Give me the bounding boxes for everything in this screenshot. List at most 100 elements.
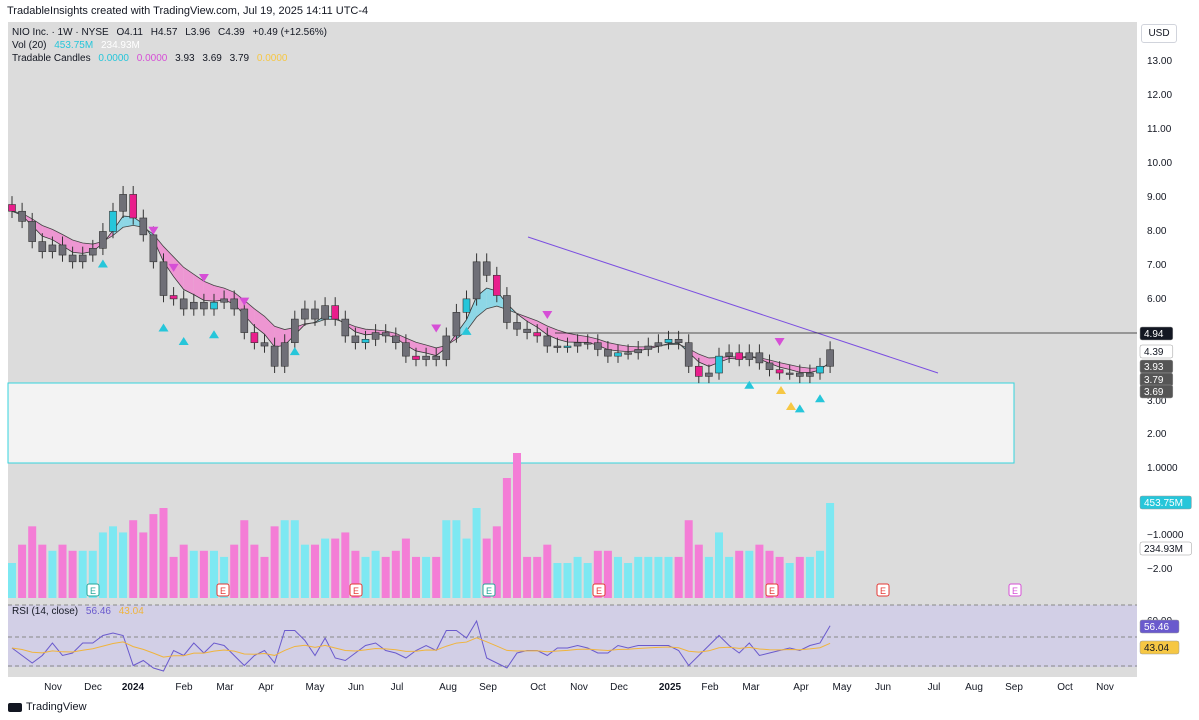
rsi-ma-line [11,637,831,658]
sell-signal-triangle [168,263,179,272]
candle-body [674,339,683,343]
legend-volume: Vol (20) 453.75M 234.93M [12,40,145,51]
price-tag [1139,326,1174,341]
volume-bar [230,544,239,598]
volume-bar [28,526,37,598]
candle-body [139,217,148,236]
yellow-signal-triangle [786,402,796,410]
x-tick-label: 2024 [122,682,145,693]
support-zone [7,382,1015,464]
volume-bar [260,556,269,598]
y-tick-label: 12.00 [1147,90,1172,101]
candle-body [765,362,774,370]
candle-body [664,339,673,343]
ma-cloud-segment [274,326,285,348]
candle-body [725,352,733,357]
volume-bar [614,556,622,598]
candle-body [563,345,572,348]
earnings-marker [876,583,890,597]
vol-label: Vol (20) [12,40,47,51]
x-tick-label: Mar [742,682,760,693]
ma-cloud-segment [567,333,578,343]
volume-bar [149,514,158,598]
ma-cloud-segment [618,344,629,352]
chart-canvas[interactable]: E E E E E E E E 13.00 12.00 11.00 10.00 9.00 8.00 7.0… [0,22,1199,720]
volume-bar [119,532,128,598]
candle-body [806,372,814,377]
volume-bar [816,550,824,598]
sell-signal-triangle [148,226,159,235]
volume-bar [250,544,259,598]
candle-body [543,335,552,347]
x-tick-label: Sep [1005,682,1023,693]
ma-cloud-segment [799,367,810,373]
volume-bar [290,520,299,598]
ma-cloud-segment [466,296,477,331]
volume-bar [482,538,491,598]
candle-body [583,342,592,345]
price-tag-label: 3.69 [1144,387,1164,398]
candle-body [684,342,693,367]
y-tick-label: 3.00 [1147,396,1167,407]
ma-cloud-segment [607,342,618,351]
candle-body [311,308,319,320]
price-tag [1139,619,1180,634]
buy-signal-triangle [461,326,472,335]
volume-bar [48,550,57,598]
x-tick-label: 2025 [659,682,682,693]
candle-body [412,355,420,360]
volume-bar [159,508,168,598]
candle-body [331,305,340,320]
earnings-marker-label: E [769,586,775,596]
x-tick-label: Jul [928,682,941,693]
x-tick-label: Aug [439,682,457,693]
volume-bar [432,556,441,598]
candle-body [260,342,269,347]
candle-body [351,335,360,343]
volume-bar [694,544,703,598]
candle-body [190,301,198,310]
volume-tick-label: −1.0000 [1147,530,1184,541]
volume-bar [563,563,572,598]
candle-body [573,342,582,347]
x-tick-label: Mar [216,682,234,693]
volume-bar [543,544,552,598]
yellow-signal-triangle [776,386,786,394]
candle-body [371,332,380,340]
legend-symbol: NIO Inc. · 1W · NYSE [12,27,109,38]
x-tick-label: Dec [84,682,102,693]
volume-bar [826,503,835,598]
volume-bar [18,544,27,598]
x-tick-label: Oct [530,682,546,693]
volume-bar [654,556,663,598]
buy-signal-triangle [209,330,219,339]
volume-bar [684,520,693,598]
earnings-marker-label: E [486,586,492,596]
candle-body [220,298,228,303]
volume-bar [573,556,582,598]
buy-signal-triangle [158,323,169,332]
buy-signal-triangle [97,259,108,268]
y-tick-label: 13.00 [1147,56,1172,67]
volume-bar [492,526,501,598]
candle-body [705,372,713,377]
candle-body [89,248,97,256]
earnings-marker-label: E [220,586,226,596]
attribution-text: TradableInsights created with TradingVie… [7,5,369,17]
candle-body [68,254,77,263]
candle-body [755,352,764,364]
currency-button[interactable]: USD [1141,24,1177,43]
price-tag-label: 3.79 [1144,375,1164,386]
volume-bar [442,520,451,598]
earnings-marker-label: E [596,586,602,596]
candle-body [644,345,653,350]
volume-bar [371,550,380,598]
candle-body [816,365,824,374]
tc-v3: 3.93 [175,53,195,64]
volume-bar [361,556,370,598]
volume-bar [68,550,77,598]
volume-bar [391,550,400,598]
candle-body [442,335,451,360]
price-tag [1139,640,1180,655]
sell-signal-triangle [774,338,785,347]
